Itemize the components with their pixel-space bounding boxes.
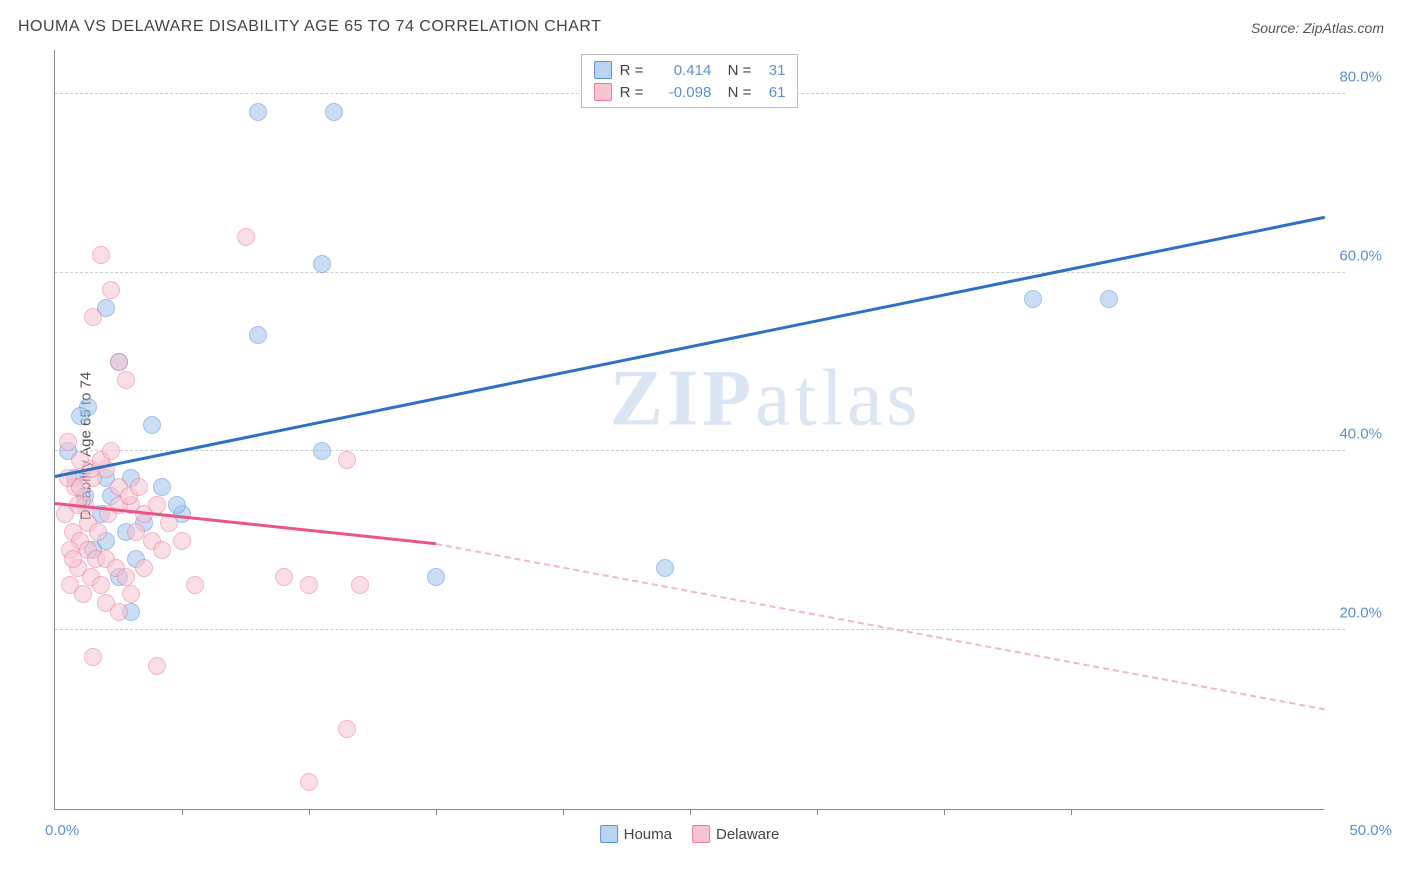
n-value-houma: 31 [759,62,785,79]
legend-item-delaware: Delaware [692,825,779,843]
data-point [237,228,255,246]
x-tick [182,809,183,815]
data-point [135,559,153,577]
data-point [64,550,82,568]
stats-row-houma: R = 0.414 N = 31 [594,59,786,81]
data-point [173,532,191,550]
n-label: N = [719,84,751,101]
trend-line [436,543,1325,710]
data-point [1100,290,1118,308]
x-tick [817,809,818,815]
data-point [110,353,128,371]
data-point [313,442,331,460]
chart-title: HOUMA VS DELAWARE DISABILITY AGE 65 TO 7… [18,18,601,36]
data-point [143,416,161,434]
legend-label-houma: Houma [624,826,672,843]
data-point [74,585,92,603]
data-point [351,576,369,594]
r-value-houma: 0.414 [651,62,711,79]
x-tick [309,809,310,815]
legend-label-delaware: Delaware [716,826,779,843]
data-point [656,559,674,577]
gridline [55,272,1345,273]
y-tick-label: 80.0% [1339,68,1382,85]
x-tick [690,809,691,815]
gridline [55,450,1345,451]
data-point [186,576,204,594]
x-tick [1071,809,1072,815]
data-point [130,478,148,496]
trend-line [55,216,1326,478]
stats-legend: R = 0.414 N = 31 R = -0.098 N = 61 [581,54,799,108]
data-point [84,648,102,666]
data-point [325,103,343,121]
data-point [92,246,110,264]
x-min-label: 0.0% [45,822,79,839]
x-tick [944,809,945,815]
data-point [153,541,171,559]
r-label: R = [620,62,644,79]
watermark-rest: atlas [755,355,922,443]
data-point [117,371,135,389]
data-point [168,496,186,514]
swatch-delaware-icon [692,825,710,843]
x-tick [563,809,564,815]
x-max-label: 50.0% [1349,822,1392,839]
data-point [92,576,110,594]
data-point [110,603,128,621]
data-point [300,576,318,594]
data-point [427,568,445,586]
y-tick-label: 40.0% [1339,426,1382,443]
series-legend: Houma Delaware [600,825,780,843]
data-point [89,523,107,541]
stats-row-delaware: R = -0.098 N = 61 [594,81,786,103]
data-point [275,568,293,586]
data-point [102,442,120,460]
data-point [117,568,135,586]
y-tick-label: 20.0% [1339,605,1382,622]
data-point [122,585,140,603]
swatch-houma-icon [600,825,618,843]
gridline [55,629,1345,630]
data-point [249,326,267,344]
swatch-delaware-icon [594,83,612,101]
data-point [71,407,89,425]
r-label: R = [620,84,644,101]
source-label: Source: ZipAtlas.com [1251,20,1384,36]
data-point [300,773,318,791]
plot-area: ZIPatlas R = 0.414 N = 31 R = -0.098 N =… [54,50,1324,810]
watermark: ZIPatlas [610,354,922,445]
y-tick-label: 60.0% [1339,247,1382,264]
data-point [1024,290,1042,308]
data-point [338,451,356,469]
data-point [71,478,89,496]
n-value-delaware: 61 [759,84,785,101]
n-label: N = [719,62,751,79]
swatch-houma-icon [594,61,612,79]
data-point [148,657,166,675]
data-point [102,281,120,299]
watermark-bold: ZIP [610,355,755,443]
legend-item-houma: Houma [600,825,672,843]
data-point [59,433,77,451]
data-point [313,255,331,273]
data-point [249,103,267,121]
data-point [84,308,102,326]
x-tick [436,809,437,815]
r-value-delaware: -0.098 [651,84,711,101]
correlation-chart: HOUMA VS DELAWARE DISABILITY AGE 65 TO 7… [10,10,1396,882]
data-point [153,478,171,496]
data-point [338,720,356,738]
